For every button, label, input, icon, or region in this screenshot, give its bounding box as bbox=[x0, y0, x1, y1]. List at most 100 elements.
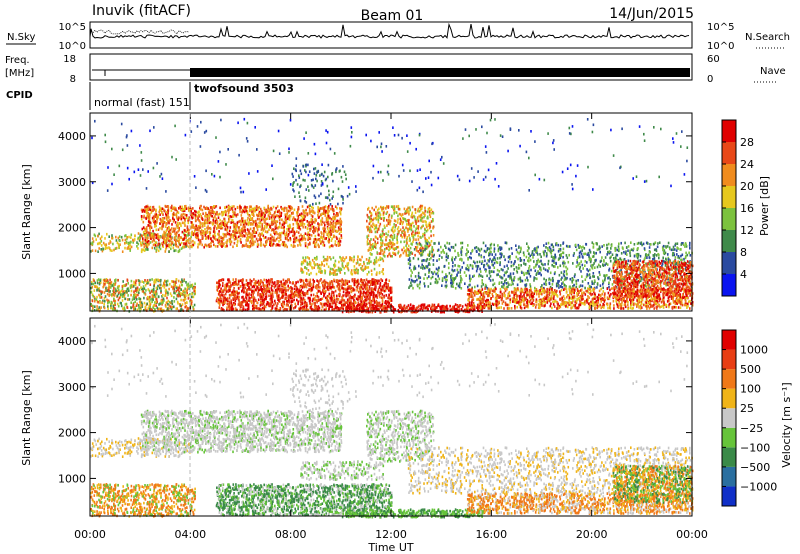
echo-cell bbox=[342, 287, 344, 290]
echo-cell bbox=[132, 303, 135, 306]
echo-cell bbox=[144, 305, 147, 309]
echo-cell bbox=[149, 225, 152, 228]
echo-cell bbox=[264, 236, 267, 239]
echo-cell bbox=[129, 249, 131, 252]
echo-cell bbox=[234, 293, 236, 297]
echo-cell bbox=[206, 217, 209, 221]
echo-cell bbox=[322, 302, 325, 306]
echo-cell bbox=[198, 214, 200, 217]
echo-cell bbox=[245, 279, 248, 282]
echo-cell bbox=[279, 307, 282, 310]
echo-cell bbox=[175, 241, 177, 245]
echo-cell bbox=[274, 221, 276, 225]
echo-cell bbox=[113, 248, 115, 252]
echo-cell bbox=[174, 221, 177, 224]
echo-cell bbox=[100, 281, 102, 284]
echo-cell bbox=[158, 238, 160, 242]
echo-cell bbox=[139, 233, 142, 237]
echo-cell bbox=[155, 233, 158, 237]
echo-cell bbox=[281, 223, 284, 227]
echo-cell bbox=[256, 213, 258, 217]
echo-cell bbox=[140, 249, 143, 253]
echo-cell bbox=[306, 223, 309, 227]
echo-cell bbox=[299, 306, 302, 310]
echo-cell bbox=[375, 294, 378, 297]
echo-cell bbox=[104, 295, 107, 298]
echo-cell bbox=[348, 280, 351, 283]
echo-cell bbox=[283, 308, 286, 311]
echo-cell bbox=[190, 284, 193, 287]
echo-cell bbox=[333, 209, 335, 212]
echo-cell bbox=[246, 299, 248, 303]
echo-cell bbox=[225, 228, 228, 232]
echo-cell bbox=[385, 236, 387, 239]
echo-cell bbox=[179, 243, 181, 247]
echo-cell bbox=[186, 291, 188, 295]
echo-cell bbox=[212, 206, 214, 209]
echo-cell bbox=[171, 230, 174, 233]
echo-cell bbox=[155, 286, 158, 290]
echo-cell bbox=[195, 233, 197, 237]
echo-cell bbox=[226, 226, 229, 229]
echo-cell bbox=[220, 297, 222, 301]
echo-cell bbox=[376, 291, 379, 294]
echo-cell bbox=[197, 238, 200, 242]
echo-cell bbox=[207, 221, 209, 224]
echo-cell bbox=[329, 228, 332, 232]
echo-cell bbox=[233, 214, 235, 218]
echo-cell bbox=[275, 230, 277, 234]
echo-cell bbox=[366, 297, 368, 301]
echo-cell bbox=[324, 214, 327, 217]
echo-cell bbox=[386, 287, 389, 290]
echo-cell bbox=[378, 264, 381, 267]
echo-cell bbox=[102, 278, 105, 282]
echo-cell bbox=[314, 217, 316, 221]
echo-cell bbox=[112, 242, 114, 246]
echo-cell bbox=[330, 217, 333, 221]
echo-cell bbox=[318, 270, 320, 273]
echo-cell bbox=[189, 298, 192, 302]
echo-cell bbox=[166, 283, 168, 286]
echo-cell bbox=[239, 301, 241, 305]
echo-cell bbox=[234, 297, 236, 300]
echo-cell bbox=[147, 211, 149, 215]
echo-cell bbox=[307, 269, 310, 272]
echo-cell bbox=[190, 241, 192, 244]
echo-cell bbox=[252, 298, 255, 302]
echo-cell bbox=[348, 291, 351, 295]
echo-cell bbox=[291, 207, 293, 210]
echo-cell bbox=[220, 279, 222, 282]
echo-cell bbox=[377, 282, 379, 285]
echo-cell bbox=[231, 219, 234, 222]
echo-cell bbox=[402, 220, 404, 224]
echo-cell bbox=[161, 236, 164, 239]
echo-cell bbox=[391, 214, 393, 218]
echo-cell bbox=[204, 212, 207, 215]
echo-cell bbox=[180, 241, 183, 245]
echo-cell bbox=[328, 296, 331, 300]
echo-cell bbox=[382, 272, 385, 276]
echo-cell bbox=[267, 289, 269, 293]
echo-cell bbox=[392, 244, 394, 247]
echo-cell bbox=[328, 240, 330, 243]
echo-cell bbox=[406, 227, 409, 231]
echo-cell bbox=[301, 237, 303, 241]
echo-cell bbox=[385, 246, 388, 250]
echo-cell bbox=[356, 258, 359, 262]
echo-cell bbox=[95, 308, 98, 311]
echo-cell bbox=[278, 293, 280, 297]
echo-cell bbox=[335, 235, 338, 239]
echo-cell bbox=[271, 300, 274, 304]
echo-cell bbox=[200, 228, 203, 232]
echo-cell bbox=[247, 222, 249, 225]
echo-cell bbox=[298, 289, 301, 293]
echo-cell bbox=[371, 283, 374, 286]
echo-cell bbox=[269, 225, 271, 228]
echo-cell bbox=[125, 240, 128, 244]
echo-cell bbox=[242, 234, 245, 237]
echo-cell bbox=[246, 228, 249, 231]
echo-cell bbox=[106, 298, 108, 302]
echo-cell bbox=[379, 247, 382, 250]
echo-cell bbox=[97, 250, 99, 253]
echo-cell bbox=[367, 225, 369, 229]
